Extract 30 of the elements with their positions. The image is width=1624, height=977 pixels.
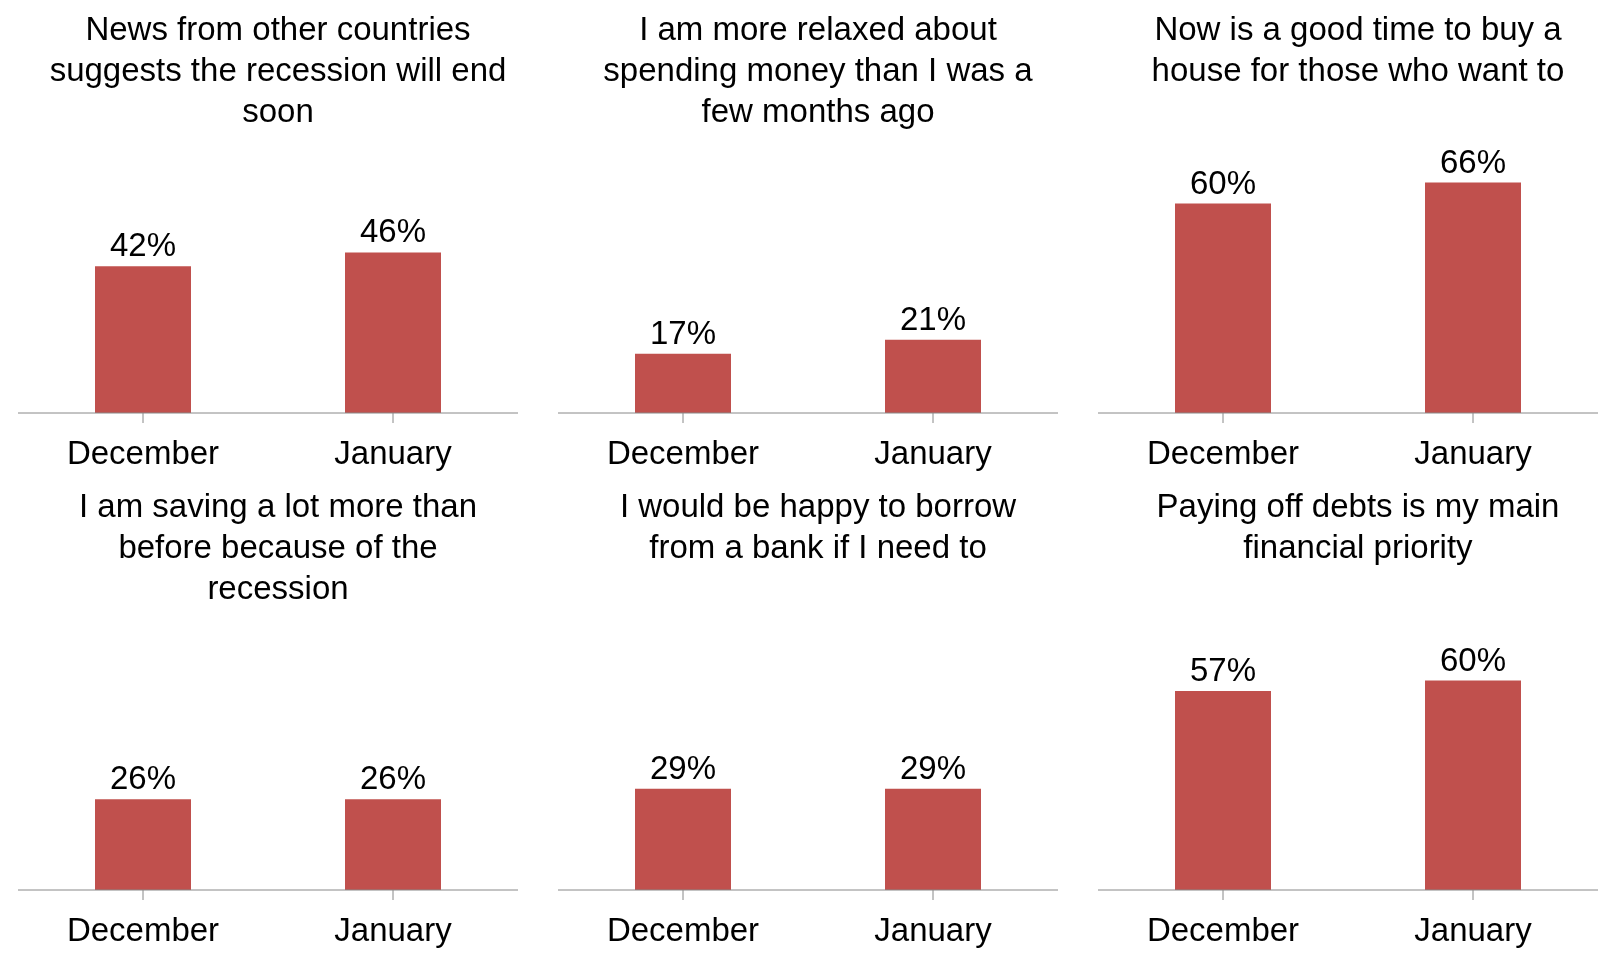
x-tick-label: December (1146, 911, 1300, 949)
data-label: 60% (1189, 163, 1257, 201)
data-label: 46% (359, 212, 427, 250)
data-label: 21% (899, 299, 967, 337)
chart-title: I would be happy to borrow from a bank if I need to (618, 486, 1018, 567)
data-label: 26% (109, 759, 177, 797)
x-tick-label: December (66, 434, 220, 472)
x-tick-label: December (606, 434, 760, 472)
x-tick-label: January (1414, 911, 1533, 949)
data-label: 57% (1189, 650, 1257, 688)
x-tick-label: January (874, 911, 993, 949)
chart-title: News from other countries suggests the recession will end soon (48, 9, 508, 131)
data-label: 42% (109, 226, 177, 264)
x-tick-label: January (1414, 434, 1533, 472)
x-tick-label: January (874, 434, 993, 472)
x-tick-label: January (334, 911, 453, 949)
chart-title: I am saving a lot more than before because of the recession (78, 486, 478, 608)
x-tick-label: December (66, 911, 220, 949)
chart-title: Now is a good time to buy a house for those who want to (1150, 9, 1566, 90)
x-tick-label: January (334, 434, 453, 472)
data-label: 29% (899, 748, 967, 786)
data-label: 66% (1439, 142, 1507, 180)
data-label: 60% (1439, 640, 1507, 678)
chart-title: I am more relaxed about spending money than I was a few months ago (602, 9, 1034, 131)
data-label: 29% (649, 748, 717, 786)
x-tick-label: December (606, 911, 760, 949)
data-label: 17% (649, 313, 717, 351)
chart-title: Paying off debts is my main financial priority (1155, 486, 1561, 567)
x-tick-label: December (1146, 434, 1300, 472)
data-label: 26% (359, 759, 427, 797)
